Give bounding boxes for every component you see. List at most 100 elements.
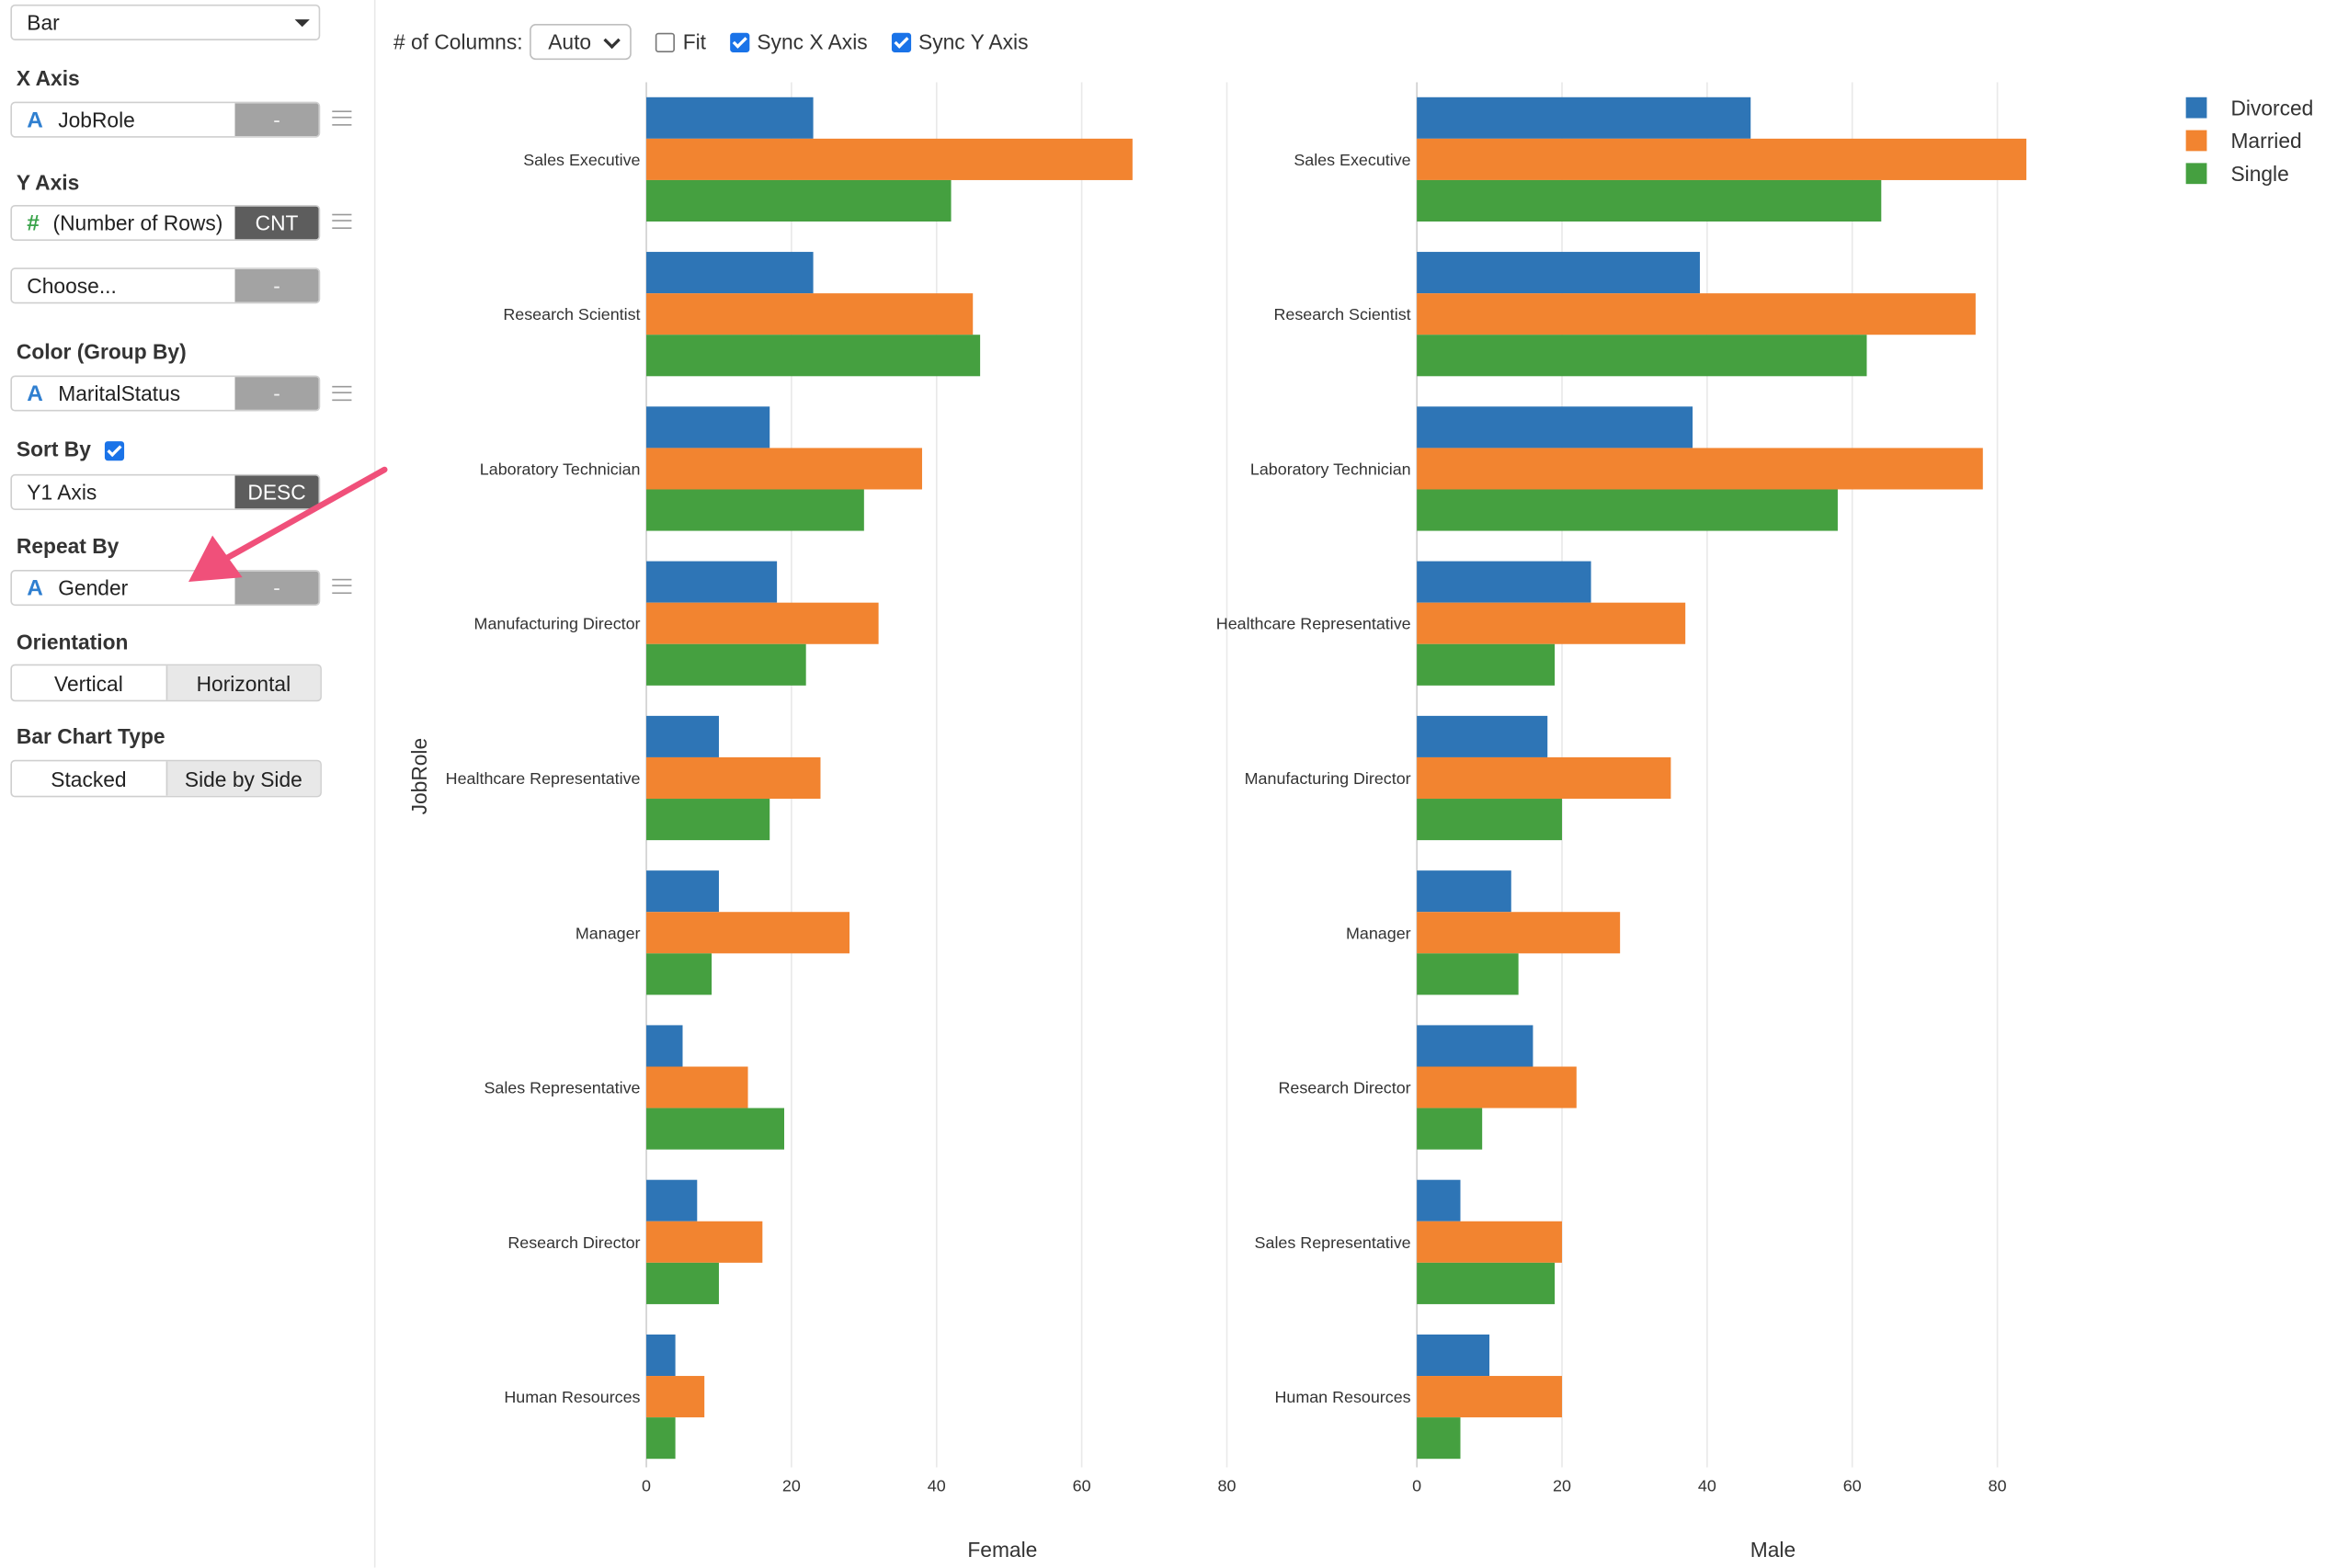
bar-married-sales-representative [1417, 1221, 1563, 1263]
repeat-by-field-name: Gender [58, 575, 129, 600]
bar-divorced-laboratory-technician [1417, 406, 1693, 449]
sync-y-checkbox[interactable] [891, 31, 911, 52]
category-label: Manager [1346, 924, 1411, 942]
bar-single-human-resources [1417, 1417, 1461, 1460]
sync-y-label: Sync Y Axis [918, 29, 1029, 54]
category-label: Sales Representative [484, 1079, 640, 1097]
x-tick-label: 80 [1989, 1477, 2007, 1495]
fit-checkbox[interactable] [656, 31, 676, 52]
bar-single-sales-representative [646, 1108, 785, 1150]
legend-label-single: Single [2230, 161, 2289, 186]
bar-type-side-by-side-button[interactable]: Side by Side [165, 761, 321, 796]
bar-divorced-manufacturing-director [1417, 715, 1548, 757]
bar-single-manager [1417, 953, 1519, 995]
legend-swatch-single [2185, 163, 2207, 185]
bar-single-human-resources [646, 1417, 676, 1460]
color-aggregation[interactable]: - [234, 377, 319, 410]
fit-option[interactable]: Fit [656, 30, 706, 54]
bar-divorced-sales-executive [1417, 97, 1751, 139]
repeat-by-menu-icon[interactable] [332, 578, 352, 595]
bar-married-sales-executive [1417, 138, 2027, 180]
bar-single-laboratory-technician [1417, 489, 1838, 531]
text-type-icon: A [27, 107, 43, 133]
category-label: Research Scientist [503, 305, 640, 324]
x-axis-menu-icon[interactable] [332, 110, 352, 126]
x-axis-aggregation[interactable]: - [234, 103, 319, 137]
repeat-by-aggregation[interactable]: - [234, 571, 319, 605]
y-axis-second-aggregation[interactable]: - [234, 268, 319, 302]
x-tick-label: 40 [928, 1477, 946, 1495]
legend-item-single[interactable]: Single [2185, 161, 2289, 186]
category-label: Sales Executive [523, 151, 640, 169]
y-axis-field[interactable]: # (Number of Rows) CNT [10, 204, 321, 242]
bar-chart-type-label: Bar Chart Type [16, 723, 165, 748]
x-tick-label: 40 [1698, 1477, 1716, 1495]
repeat-by-field[interactable]: A Gender - [10, 570, 321, 607]
annotation-arrow-head [188, 535, 243, 583]
y-axis-label: Y Axis [16, 170, 80, 195]
legend-label-divorced: Divorced [2230, 96, 2314, 120]
color-field[interactable]: A MaritalStatus - [10, 375, 321, 412]
chart-settings-panel: Bar X Axis A JobRole - Y Axis # (Number of… [0, 0, 376, 1568]
category-label: Research Scientist [1273, 305, 1410, 324]
bar-type-stacked-button[interactable]: Stacked [51, 767, 127, 791]
bar-divorced-research-scientist [646, 252, 814, 294]
facet-title: Female [967, 1538, 1037, 1562]
sync-x-label: Sync X Axis [757, 29, 868, 54]
bar-married-laboratory-technician [646, 448, 922, 490]
bar-single-research-scientist [1417, 335, 1867, 377]
bar-single-healthcare-representative [1417, 643, 1556, 686]
chart-type-dropdown[interactable]: Bar [10, 4, 321, 40]
sync-x-option[interactable]: Sync X Axis [730, 30, 868, 54]
number-type-icon: # [27, 210, 40, 236]
category-label: Sales Executive [1294, 151, 1410, 169]
color-field-name: MaritalStatus [58, 381, 181, 406]
legend-item-married[interactable]: Married [2185, 129, 2302, 153]
orientation-toggle: Vertical Horizontal [10, 664, 322, 702]
orientation-horizontal-button[interactable]: Horizontal [165, 665, 321, 700]
x-tick-label: 20 [782, 1477, 801, 1495]
bar-married-healthcare-representative [1417, 602, 1686, 644]
y-axis-second-field[interactable]: Choose... - [10, 267, 321, 304]
columns-select[interactable]: Auto [530, 24, 633, 61]
x-tick-label: 60 [1073, 1477, 1091, 1495]
orientation-vertical-button[interactable]: Vertical [54, 670, 123, 695]
sort-order-button[interactable]: DESC [234, 475, 319, 509]
y-axis-title: JobRole [407, 738, 431, 815]
category-label: Human Resources [1274, 1388, 1410, 1406]
chart-type-value: Bar [27, 10, 60, 35]
category-label: Healthcare Representative [446, 769, 641, 788]
x-axis-field[interactable]: A JobRole - [10, 101, 321, 138]
bar-married-manager [646, 912, 850, 954]
sort-by-label: Sort By [17, 437, 124, 460]
bar-single-laboratory-technician [646, 489, 864, 531]
x-axis-label: X Axis [16, 65, 80, 90]
legend-item-divorced[interactable]: Divorced [2185, 96, 2314, 120]
legend-swatch-divorced [2185, 97, 2207, 119]
bar-divorced-laboratory-technician [646, 406, 770, 449]
bar-divorced-healthcare-representative [1417, 561, 1591, 603]
y-axis-menu-icon[interactable] [332, 213, 352, 229]
bar-married-research-scientist [646, 293, 974, 335]
category-label: Manufacturing Director [1245, 769, 1411, 788]
bar-married-healthcare-representative [646, 756, 821, 800]
sort-by-checkbox[interactable] [104, 440, 124, 460]
sort-field[interactable]: Y1 Axis DESC [10, 473, 321, 510]
y-axis-aggregation[interactable]: CNT [234, 206, 319, 240]
sync-x-checkbox[interactable] [730, 31, 750, 52]
bar-chart-type-toggle: Stacked Side by Side [10, 759, 322, 798]
category-label: Laboratory Technician [480, 460, 641, 478]
bar-divorced-human-resources [1417, 1334, 1490, 1377]
bar-single-manager [646, 953, 712, 995]
bar-divorced-research-director [1417, 1025, 1533, 1067]
category-label: Healthcare Representative [1216, 615, 1411, 633]
bar-married-sales-executive [646, 138, 1133, 180]
bar-divorced-sales-representative [646, 1025, 683, 1067]
sync-y-option[interactable]: Sync Y Axis [891, 29, 1029, 54]
bar-married-sales-representative [646, 1066, 748, 1108]
color-menu-icon[interactable] [332, 385, 352, 402]
bar-single-research-director [1417, 1108, 1483, 1150]
bar-single-healthcare-representative [646, 799, 770, 841]
x-tick-label: 0 [1412, 1477, 1421, 1495]
bar-single-research-director [646, 1262, 719, 1304]
